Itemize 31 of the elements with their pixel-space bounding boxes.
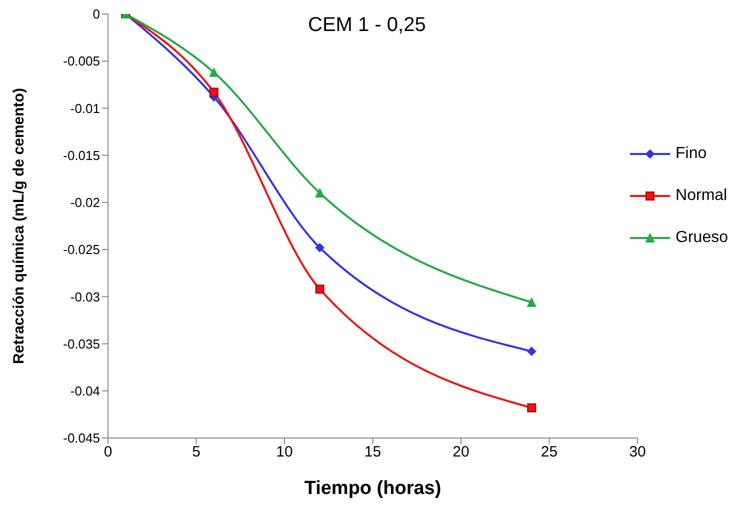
point	[527, 346, 536, 356]
y-tick-label: -0.04	[70, 384, 100, 399]
x-tick-label: 25	[540, 444, 558, 461]
y-tick-label: -0.005	[63, 54, 100, 69]
x-tick-label: 30	[629, 444, 646, 461]
y-tick-label: -0.02	[70, 195, 100, 210]
x-tick-label: 0	[104, 444, 112, 461]
point	[527, 403, 536, 412]
point	[209, 88, 218, 97]
x-tick-label: 20	[452, 444, 470, 461]
y-tick-label: -0.01	[70, 100, 100, 116]
y-tick-label: -0.025	[63, 242, 100, 258]
point	[527, 298, 536, 307]
point	[315, 284, 324, 294]
point	[315, 188, 324, 198]
y-tick-label: -0.03	[70, 289, 100, 304]
legend-label: Fino	[676, 145, 707, 163]
y-tick-label: -0.015	[63, 148, 100, 163]
x-axis-title: Tiempo (horas)	[304, 478, 442, 499]
x-tick-label: 10	[276, 444, 293, 461]
y-tick-label: -0.045	[63, 430, 100, 446]
y-tick-label: 0	[92, 6, 100, 22]
x-tick-label: 15	[364, 444, 382, 461]
y-tick-label: -0.035	[63, 336, 100, 352]
y-axis-title: Retracción química (mL/g de cemento)	[10, 88, 28, 364]
legend-label: Normal	[676, 187, 728, 205]
chart-title: CEM 1 - 0,25	[308, 14, 426, 37]
x-tick-label: 5	[192, 444, 200, 461]
legend-label: Grueso	[676, 229, 728, 247]
point	[315, 243, 324, 252]
point	[209, 68, 218, 77]
